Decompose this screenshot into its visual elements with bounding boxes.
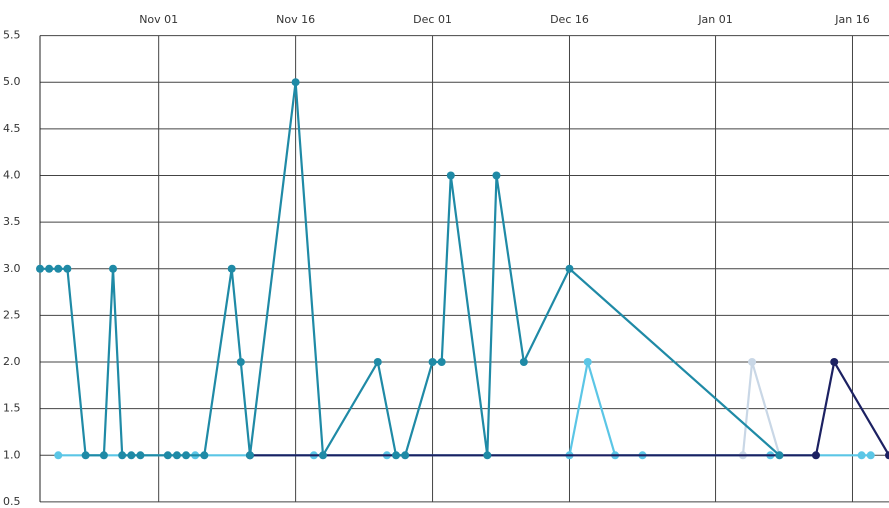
series-line [250, 358, 889, 457]
data-point [200, 451, 209, 460]
x-tick-label: Jan 01 [697, 13, 732, 26]
y-tick-label: 2.5 [3, 308, 21, 321]
y-tick-label: 0.5 [3, 495, 21, 508]
x-tick-label: Dec 16 [550, 13, 589, 26]
data-point [428, 358, 437, 367]
data-point [583, 358, 592, 367]
data-point [182, 451, 191, 460]
data-point [446, 171, 455, 180]
data-point [81, 451, 90, 460]
data-point [291, 78, 300, 87]
data-point [748, 358, 757, 367]
data-point [63, 264, 72, 273]
y-tick-label: 2.0 [3, 355, 21, 368]
data-point [118, 451, 127, 460]
x-tick-label: Jan 16 [834, 13, 869, 26]
data-point [136, 451, 145, 460]
y-tick-label: 4.5 [3, 122, 21, 135]
x-tick-label: Nov 01 [139, 13, 178, 26]
data-point [437, 358, 446, 367]
data-point [172, 451, 181, 460]
y-tick-label: 1.5 [3, 402, 21, 415]
x-tick-label: Nov 16 [276, 13, 315, 26]
x-tick-label: Dec 01 [413, 13, 452, 26]
data-point [811, 451, 820, 460]
data-point [373, 358, 382, 367]
data-point [245, 451, 254, 460]
data-point [392, 451, 401, 460]
data-point [519, 358, 528, 367]
y-tick-label: 5.0 [3, 75, 21, 88]
data-point [857, 451, 866, 460]
data-point [830, 358, 839, 367]
data-point [866, 451, 875, 460]
data-point [236, 358, 245, 367]
data-point [163, 451, 172, 460]
data-point [885, 451, 889, 460]
data-point [492, 171, 501, 180]
data-point [36, 264, 44, 273]
y-tick-label: 3.0 [3, 262, 21, 275]
data-point [45, 264, 54, 273]
data-point [99, 451, 108, 460]
data-point [109, 264, 118, 273]
data-point [127, 451, 136, 460]
data-point [227, 264, 236, 273]
y-tick-label: 3.5 [3, 215, 21, 228]
y-tick-label: 1.0 [3, 448, 21, 461]
data-point [483, 451, 492, 460]
data-point [775, 451, 784, 460]
y-tick-label: 4.0 [3, 168, 21, 181]
data-point [54, 264, 63, 273]
data-point [54, 451, 63, 460]
data-point [401, 451, 410, 460]
data-point [319, 451, 327, 460]
y-tick-label: 5.5 [3, 29, 21, 42]
data-point [565, 264, 574, 273]
